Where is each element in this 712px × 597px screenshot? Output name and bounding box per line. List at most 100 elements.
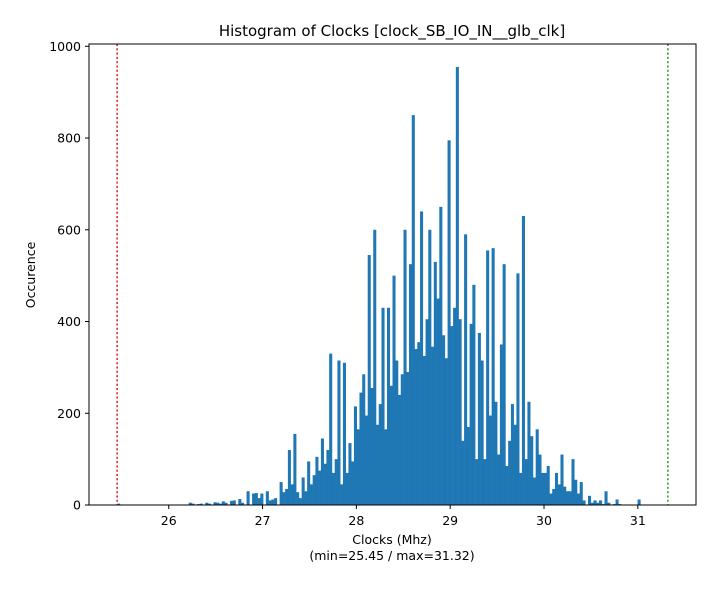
histogram-bar (260, 493, 264, 505)
histogram-bar (596, 502, 600, 505)
histogram-bar (378, 404, 382, 505)
histogram-bar (329, 353, 333, 505)
histogram-bar (510, 404, 514, 505)
histogram-bar (373, 229, 377, 505)
chart-title: Histogram of Clocks [clock_SB_IO_IN__glb… (219, 22, 565, 41)
histogram-bar (590, 502, 594, 505)
histogram-bar (488, 415, 492, 505)
x-tick-label: 27 (255, 513, 271, 528)
histogram-bar (353, 406, 357, 505)
histogram-bar (637, 499, 641, 505)
histogram-bar (254, 493, 258, 505)
histogram-bar (442, 335, 446, 505)
histogram-bar (455, 66, 459, 505)
histogram-bar (532, 477, 536, 505)
histogram-bar (359, 392, 363, 505)
histogram-bar (502, 264, 506, 505)
histogram-bar (486, 250, 490, 505)
histogram-bar (232, 500, 236, 505)
histogram-bar (400, 374, 404, 505)
histogram-bar (425, 319, 429, 505)
histogram-bar (364, 415, 369, 505)
x-axis-ticks: 26 27 28 29 30 31 (161, 505, 646, 528)
histogram-bar (219, 503, 223, 505)
histogram-bar (331, 472, 335, 505)
histogram-bar (461, 440, 465, 505)
histogram-bar (475, 459, 479, 505)
histogram-bar (375, 424, 380, 505)
x-tick-label: 28 (348, 513, 364, 528)
histogram-bar (546, 466, 550, 505)
histogram-bar (340, 484, 344, 505)
histogram-bar (381, 307, 385, 505)
y-axis-label: Occurence (23, 241, 38, 308)
y-tick-label: 600 (57, 222, 81, 237)
histogram-bar (571, 459, 575, 505)
x-tick-label: 26 (161, 513, 177, 528)
histogram-bar (582, 500, 586, 505)
histogram-bar (252, 493, 256, 505)
histogram-bar (279, 482, 283, 505)
histogram-bar (268, 500, 272, 505)
histogram-bar (422, 355, 426, 505)
histogram-bar (241, 502, 245, 505)
histogram-bar (216, 502, 220, 505)
histogram-bar (342, 362, 346, 505)
reference-lines (116, 44, 669, 505)
histogram-bar (431, 346, 435, 505)
x-axis-label: Clocks (Mhz) (352, 532, 431, 547)
histogram-bar (472, 284, 476, 505)
histogram-bar (403, 229, 407, 505)
histogram-bar (337, 360, 341, 505)
histogram-bar (477, 332, 481, 505)
histogram-bar (257, 498, 261, 505)
bars-group (117, 66, 641, 506)
histogram-bar (453, 307, 457, 505)
plot-frame (88, 43, 697, 506)
histogram-bar (348, 443, 352, 505)
histogram-bar (246, 491, 250, 505)
histogram-bar (265, 491, 269, 505)
histogram-bar (505, 466, 509, 505)
histogram-bar (469, 323, 473, 505)
histogram-bar (604, 491, 608, 505)
histogram-bar (538, 454, 542, 505)
histogram-bar (345, 472, 349, 505)
histogram-bar (480, 360, 484, 505)
histogram-bar (576, 493, 581, 505)
y-axis-ticks: 0 200 400 600 800 1000 (49, 39, 89, 513)
histogram-bar (599, 500, 603, 505)
histogram-bar (307, 461, 311, 505)
histogram-bar (287, 449, 291, 505)
histogram-bar (497, 454, 501, 505)
histogram-bar (386, 307, 391, 505)
histogram-bar (296, 492, 300, 505)
x-tick-label: 30 (536, 513, 552, 528)
histogram-bar (447, 140, 451, 505)
histogram-bar (565, 491, 570, 505)
histogram-bar (491, 248, 495, 505)
y-tick-label: 800 (57, 131, 81, 146)
histogram-bar (568, 491, 572, 505)
histogram-bar (384, 429, 388, 505)
histogram-bar (527, 401, 531, 505)
histogram-bar (530, 436, 534, 505)
histogram-bar (560, 454, 564, 505)
histogram-bar (420, 211, 424, 505)
histogram-bar (370, 388, 374, 505)
histogram-bar (312, 475, 316, 505)
histogram-bar (315, 456, 319, 505)
histogram-bar (208, 503, 212, 505)
histogram-bar (326, 449, 330, 505)
histogram-bar (389, 385, 393, 505)
y-tick-label: 1000 (49, 39, 81, 54)
histogram-bar (513, 424, 517, 505)
histogram-bar (271, 499, 275, 505)
histogram-bar (494, 401, 498, 505)
histogram-bar (428, 229, 432, 505)
y-tick-label: 0 (73, 498, 81, 513)
histogram-bar (398, 394, 402, 505)
histogram-bar (334, 459, 338, 505)
histogram-bar (579, 482, 583, 505)
